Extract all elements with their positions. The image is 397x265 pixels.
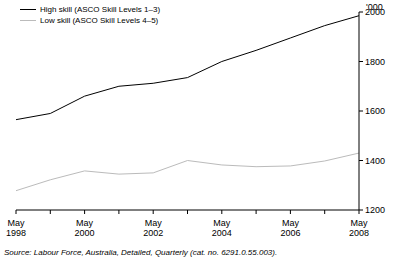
svg-text:1400: 1400 [365,156,385,166]
svg-text:May2006: May2006 [280,218,300,238]
svg-text:May2008: May2008 [349,218,369,238]
svg-text:1600: 1600 [365,106,385,116]
svg-text:May2004: May2004 [212,218,232,238]
svg-text:May2000: May2000 [75,218,95,238]
svg-text:1800: 1800 [365,57,385,67]
svg-text:May1998: May1998 [8,218,26,238]
svg-text:1200: 1200 [365,205,385,215]
svg-text:May2002: May2002 [143,218,163,238]
